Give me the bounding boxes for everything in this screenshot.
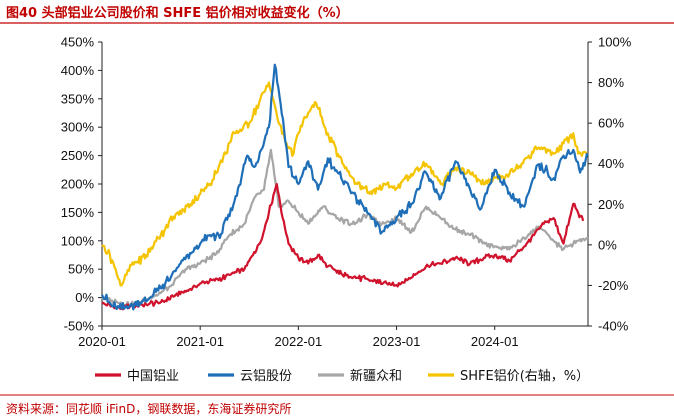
right-tick-label: 0% xyxy=(598,237,617,252)
legend-label: 新疆众和 xyxy=(350,368,402,384)
left-tick-label: 200% xyxy=(61,177,95,192)
x-tick-label: 2021-01 xyxy=(176,334,224,349)
left-tick-label: 250% xyxy=(61,148,95,163)
right-tick-label: 80% xyxy=(598,75,624,90)
series-line-1 xyxy=(100,63,589,311)
series-line-0 xyxy=(101,182,585,311)
right-tick-label: -40% xyxy=(598,319,629,334)
right-tick-label: 40% xyxy=(598,156,624,171)
x-tick-label: 2020-01 xyxy=(78,334,126,349)
source-note: 资料来源：同花顺 iFinD，钢联数据，东海证券研究所 xyxy=(6,401,291,416)
axes: -50% 0% 50% 100% 150% 200% 250% 300% 350% 400% 450… xyxy=(61,35,632,350)
left-tick-label: 0% xyxy=(75,290,94,305)
x-tick-label: 2024-01 xyxy=(471,334,519,349)
left-tick-label: 300% xyxy=(61,120,95,135)
right-tick-label: 100% xyxy=(598,35,632,50)
right-tick-label: 20% xyxy=(598,197,624,212)
left-tick-label: 350% xyxy=(61,91,95,106)
right-tick-label: -20% xyxy=(598,278,629,293)
left-tick-label: 150% xyxy=(61,205,95,220)
legend: 中国铝业 云铝股份 新疆众和 SHFE铝价(右轴，%） xyxy=(95,368,589,384)
right-tick-label: 60% xyxy=(598,116,624,131)
series-layer xyxy=(100,63,589,311)
legend-label: 云铝股份 xyxy=(240,369,292,384)
left-tick-label: 450% xyxy=(61,35,95,50)
x-tick-label: 2022-01 xyxy=(275,334,323,349)
series-line-2 xyxy=(101,148,589,308)
left-tick-label: 50% xyxy=(68,262,94,277)
left-tick-label: 400% xyxy=(61,63,95,78)
left-tick-label: -50% xyxy=(64,319,95,334)
chart-title: 图40 头部铝业公司股价和 SHFE 铝价相对收益变化（%） xyxy=(6,5,349,21)
left-tick-label: 100% xyxy=(61,233,95,248)
legend-label: SHFE铝价(右轴，%） xyxy=(460,369,589,384)
series-line-3 xyxy=(101,81,589,287)
legend-label: 中国铝业 xyxy=(127,369,179,384)
x-tick-label: 2023-01 xyxy=(373,334,421,349)
